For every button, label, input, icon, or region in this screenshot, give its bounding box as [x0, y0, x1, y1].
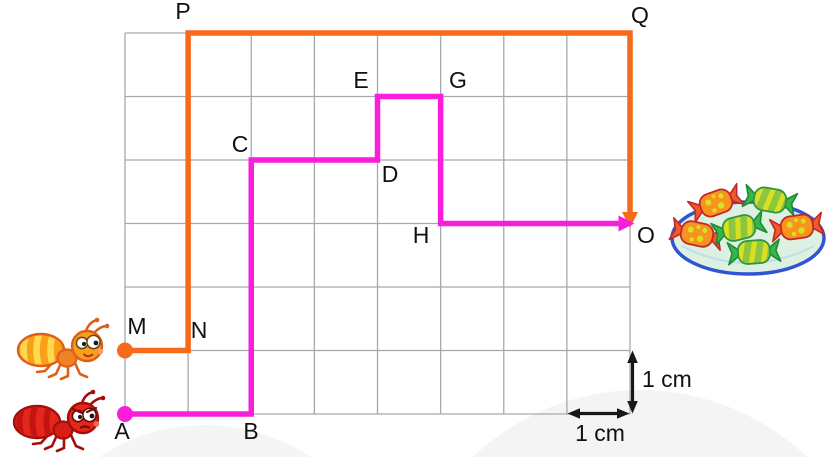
orange-ant-path-arrowhead: [622, 212, 638, 228]
vertical-scale-arrow-bottom-head: [627, 401, 638, 414]
orange-ant-icon: [16, 316, 114, 387]
orange-ant-path: [125, 30, 633, 354]
point-label-P: P: [175, 0, 191, 24]
red-ant-drawing: [12, 389, 106, 453]
point-label-O: O: [637, 222, 655, 248]
orange-ant-drawing: [16, 317, 110, 381]
pink-ant-path: [125, 93, 619, 417]
point-label-Q: Q: [631, 2, 649, 28]
candy-plate-icon: [666, 178, 830, 287]
pink-ant-path-start-dot: [117, 406, 133, 422]
point-label-B: B: [243, 418, 259, 444]
horizontal-scale-arrow-left-head: [567, 408, 580, 419]
background-blob: [472, 390, 808, 457]
pink-ant-path-arrowhead: [618, 215, 635, 232]
scale-indicators: [567, 350, 638, 419]
orange-ant-path-start-dot: [117, 342, 133, 359]
point-label-A: A: [114, 418, 130, 444]
point-label-G: G: [449, 67, 467, 93]
background-decor: [99, 390, 808, 457]
ant-routes: [117, 30, 638, 422]
red-ant-icon: [12, 388, 110, 457]
point-label-H: H: [412, 222, 430, 248]
scale-label-horizontal: 1 cm: [575, 420, 625, 446]
horizontal-scale-arrow-right-head: [617, 408, 630, 419]
point-label-N: N: [190, 317, 208, 343]
point-label-C: C: [231, 131, 249, 157]
point-label-E: E: [353, 67, 369, 93]
candy-plate-drawing: [668, 178, 826, 276]
point-label-M: M: [127, 313, 147, 339]
scale-label-vertical: 1 cm: [642, 366, 692, 392]
vertical-scale-arrow-top-head: [627, 350, 638, 363]
background-blob: [99, 425, 311, 457]
point-label-D: D: [381, 161, 399, 187]
